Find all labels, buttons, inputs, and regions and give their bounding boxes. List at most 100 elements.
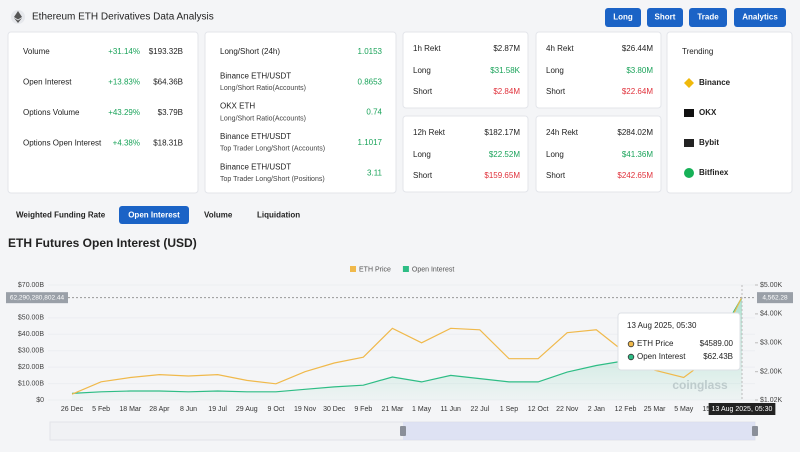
navigator-handle[interactable] xyxy=(752,426,758,436)
rekt-card xyxy=(402,115,529,193)
rekt-period: 24h Rekt xyxy=(546,128,579,137)
stat-label: Options Volume xyxy=(23,108,80,117)
tab[interactable]: Liquidation xyxy=(257,211,300,220)
nav-button-label[interactable]: Trade xyxy=(697,13,719,22)
rekt-short: $22.64M xyxy=(622,87,653,96)
x-crosshair-label: 13 Aug 2025, 05:30 xyxy=(712,406,773,413)
y-tick-label: $20.00B xyxy=(18,364,44,371)
ratio-value: 1.0153 xyxy=(358,47,383,56)
nav-button[interactable] xyxy=(734,8,786,27)
x-tick-label: 12 Feb xyxy=(615,406,637,413)
crosshair-y-label: 62,290,280,802.44 xyxy=(10,294,65,301)
rekt-card xyxy=(535,115,662,193)
rekt-card xyxy=(402,31,529,109)
x-tick-label: 1 Sep xyxy=(500,406,518,413)
x-tick-label: 9 Feb xyxy=(354,406,372,413)
ratio-label: Binance ETH/USDT xyxy=(220,162,291,171)
y-tick-label: $40.00B xyxy=(18,331,44,338)
eth-logo-mark xyxy=(14,11,22,23)
x-tick-label: 11 Jun xyxy=(440,406,461,413)
ratio-value: 0.74 xyxy=(366,108,382,117)
nav-button-label[interactable]: Long xyxy=(613,13,633,22)
tooltip-value: $4589.00 xyxy=(700,339,734,348)
exchange-name[interactable]: Binance xyxy=(699,78,731,87)
nav-button[interactable] xyxy=(689,8,727,27)
rekt-long-label: Long xyxy=(413,66,431,75)
trending-card xyxy=(666,31,793,194)
navigator-selection[interactable] xyxy=(403,422,755,440)
ratio-label: Long/Short (24h) xyxy=(220,47,280,56)
stat-value: $64.36B xyxy=(153,78,183,87)
stat-label: Open Interest xyxy=(23,78,72,87)
crosshair-y-box xyxy=(6,292,68,304)
rekt-long: $22.52M xyxy=(489,150,520,159)
nav-button[interactable] xyxy=(605,8,641,27)
chart-title: ETH Futures Open Interest (USD) xyxy=(8,236,197,250)
navigator-handle[interactable] xyxy=(400,426,406,436)
legend-label: ETH Price xyxy=(359,266,391,273)
ratio-label: Binance ETH/USDT xyxy=(220,71,291,80)
exchange-name[interactable]: OKX xyxy=(699,108,717,117)
nav-button-label[interactable]: Short xyxy=(655,13,676,22)
crosshair-y2-label: 4,562.28 xyxy=(762,294,788,301)
ratio-sublabel: Top Trader Long/Short (Accounts) xyxy=(220,146,325,153)
ratio-sublabel: Long/Short Ratio(Accounts) xyxy=(220,115,306,122)
trending-title: Trending xyxy=(682,47,713,56)
x-tick-label: 12 Oct xyxy=(528,406,549,413)
x-tick-label: 25 Mar xyxy=(644,406,666,413)
y2-tick-label: $3.00K xyxy=(760,340,783,347)
stat-change: +4.38% xyxy=(113,139,140,148)
rekt-total: $2.87M xyxy=(493,44,520,53)
exchange-icon xyxy=(684,168,694,178)
rekt-long: $31.58K xyxy=(490,66,520,75)
x-tick-label: 8 Jun xyxy=(180,406,197,413)
rekt-long: $41.36M xyxy=(622,150,653,159)
x-tick-label: 22 Jul xyxy=(470,406,489,413)
tooltip-title: 13 Aug 2025, 05:30 xyxy=(627,321,697,330)
legend-label: Open Interest xyxy=(412,266,454,273)
x-tick-label: 5 Feb xyxy=(92,406,110,413)
x-tick-label: 26 Dec xyxy=(61,406,84,413)
y-tick-label: $70.00B xyxy=(18,282,44,289)
stat-change: +43.29% xyxy=(108,108,140,117)
tab[interactable]: Open Interest xyxy=(128,211,180,220)
exchange-icon xyxy=(684,78,694,88)
nav-button-label[interactable]: Analytics xyxy=(742,13,778,22)
y-tick-label: $50.00B xyxy=(18,315,44,322)
tooltip-name: ETH Price xyxy=(637,339,674,348)
nav-button[interactable] xyxy=(647,8,683,27)
tooltip-name: Open Interest xyxy=(637,352,686,361)
ratio-sublabel: Top Trader Long/Short (Positions) xyxy=(220,176,325,183)
rekt-total: $182.17M xyxy=(484,128,520,137)
rekt-long-label: Long xyxy=(546,66,564,75)
stat-value: $18.31B xyxy=(153,139,183,148)
y-tick-label: $10.00B xyxy=(18,380,44,387)
stats-card xyxy=(7,31,199,194)
tab-active[interactable] xyxy=(119,206,189,224)
exchange-name[interactable]: Bybit xyxy=(699,138,719,147)
tooltip-box xyxy=(617,312,741,371)
x-tick-label: 1 May xyxy=(412,406,432,413)
tooltip-dot xyxy=(627,353,635,361)
y-tick-label: $0 xyxy=(36,397,44,404)
exchange-name[interactable]: Bitfinex xyxy=(699,168,729,177)
y-tick-label: $30.00B xyxy=(18,348,44,355)
stat-label: Volume xyxy=(23,47,50,56)
rekt-long: $3.80M xyxy=(626,66,653,75)
ratio-value: 1.1017 xyxy=(358,138,383,147)
stat-value: $3.79B xyxy=(158,108,183,117)
x-tick-label: 19 Jul xyxy=(208,406,227,413)
x-tick-label: 5 May xyxy=(674,406,694,413)
x-tick-label: 30 Dec xyxy=(323,406,346,413)
tab[interactable]: Volume xyxy=(204,211,233,220)
ratio-value: 3.11 xyxy=(367,168,383,177)
ratio-label: Binance ETH/USDT xyxy=(220,132,291,141)
tab[interactable]: Weighted Funding Rate xyxy=(16,211,106,220)
x-tick-label: 2 Jan xyxy=(588,406,605,413)
ratio-card xyxy=(204,31,397,194)
x-tick-label: 29 Aug xyxy=(236,406,258,413)
rekt-total: $284.02M xyxy=(617,128,653,137)
rekt-long-label: Long xyxy=(546,150,564,159)
x-tick-label: 28 Apr xyxy=(149,406,170,413)
